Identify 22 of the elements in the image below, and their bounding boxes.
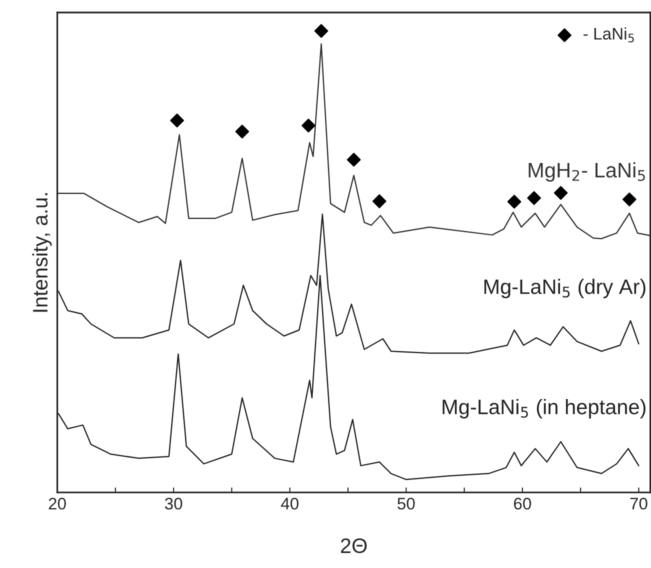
point (346, 152, 361, 167)
point (622, 192, 636, 206)
x-tick-label: 60 (514, 498, 532, 510)
point (235, 124, 250, 138)
x-tick-label: 50 (398, 498, 415, 510)
point (302, 118, 316, 132)
point (372, 194, 386, 208)
x-tick-label: 40 (280, 498, 298, 510)
series-label: MgH$_{2}$- LaNi$_{5}$ (528, 162, 645, 182)
y-axis-title: Intensity, a.u. (32, 193, 52, 312)
point (314, 24, 328, 38)
x-tick-label: 20 (48, 498, 66, 510)
point (507, 194, 522, 209)
x-tick-label: 30 (164, 498, 182, 510)
point (554, 186, 568, 200)
x-tick-label: 70 (630, 498, 648, 510)
point (170, 114, 184, 128)
point (527, 191, 541, 205)
x-axis-title: 2Θ (340, 538, 367, 554)
series-label: Mg-LaNi$_{5}$ (dry Ar) (484, 278, 646, 298)
series-label: Mg-LaNi$_{5}$ (in heptane) (442, 399, 646, 418)
legend-label: - LaNi$_{5}$ (584, 27, 634, 42)
